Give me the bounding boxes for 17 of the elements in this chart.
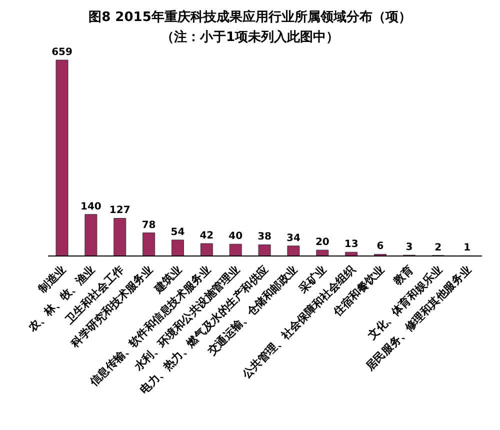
data-label: 34 [286,232,300,244]
chart-title: 图8 2015年重庆科技成果应用行业所属领域分布（项） [88,8,412,26]
data-label: 127 [109,205,130,216]
chart-subtitle: （注：小于1项未列入此图中） [160,28,340,46]
data-label: 13 [344,239,358,250]
data-label: 140 [80,201,102,212]
data-label: 40 [228,231,243,242]
data-label: 6 [376,241,384,252]
data-label: 20 [315,237,330,248]
data-label: 3 [406,242,413,254]
data-label: 659 [52,47,72,58]
data-label: 38 [258,232,272,243]
data-label: 1 [464,242,471,254]
data-label: 2 [434,242,442,254]
data-label: 42 [200,230,214,242]
data-label: 78 [142,220,156,231]
data-label: 54 [170,226,185,238]
